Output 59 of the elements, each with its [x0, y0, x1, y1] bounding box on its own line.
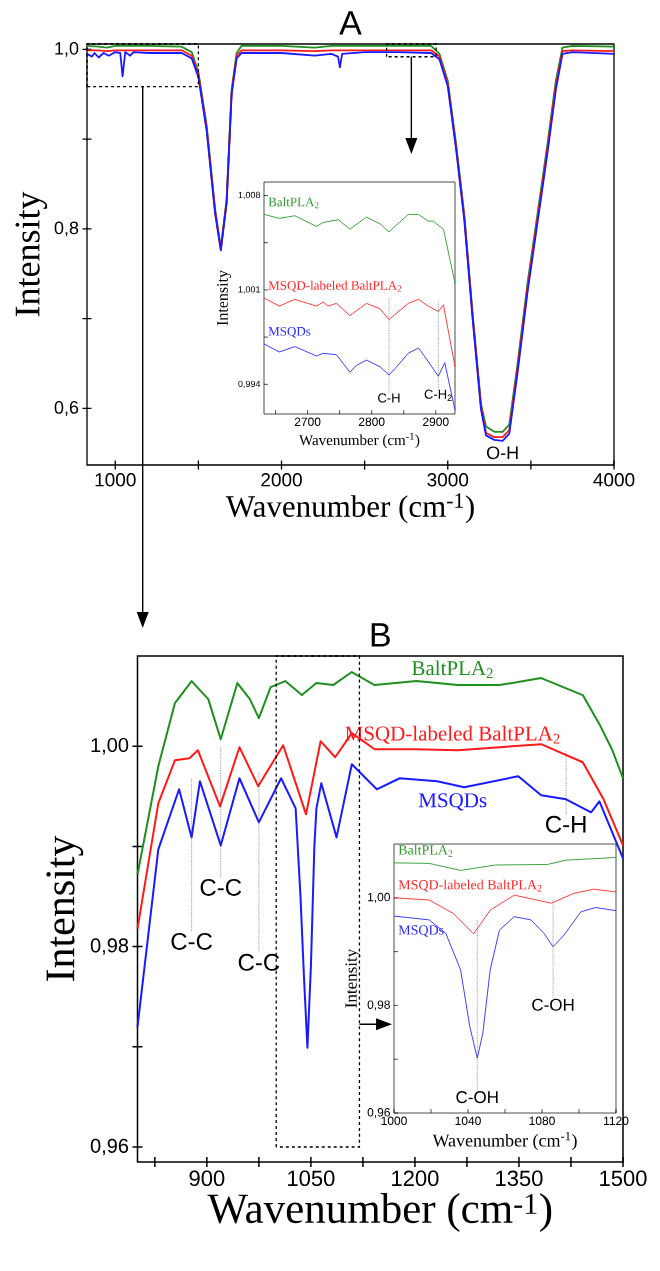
x-tick-label: 1500 [600, 1170, 647, 1187]
annotation: C-H [378, 393, 400, 403]
x-tick-label: 900 [189, 1170, 225, 1187]
annotation: C-C [238, 953, 280, 971]
y-axis-title: Intensity [217, 270, 232, 326]
y-tick-label: 0,8 [54, 221, 79, 237]
annotation: C-C [200, 878, 242, 896]
y-tick-label: 0,96 [367, 1108, 390, 1118]
series-label: MSQDs [418, 793, 487, 811]
chart-title: A [339, 11, 362, 35]
x-tick-label: 1050 [288, 1170, 335, 1187]
x-axis-title: Wavenumber (cm$^{-1}$) [225, 493, 474, 524]
y-tick-label: 1,00 [368, 892, 391, 903]
annotation: C-OH [456, 1091, 498, 1104]
line-series [393, 857, 617, 871]
series-label: MSQD-labeled BaltPLA$_{2}$ [398, 879, 542, 892]
y-axis-title: Intensity [15, 191, 48, 317]
line-series [263, 297, 456, 368]
y-tick-label: 1,008 [238, 191, 261, 200]
line-series [136, 763, 624, 1049]
x-tick-label: 1080 [529, 1116, 555, 1126]
y-axis-title: Intensity [345, 948, 361, 1008]
annotation: C-C [171, 932, 213, 950]
x-tick-label: 1000 [95, 473, 136, 487]
x-tick-label: 2800 [358, 417, 385, 427]
y-tick-label: 1,0 [55, 41, 79, 57]
y-tick-label: 0,994 [238, 380, 261, 389]
x-tick-label: 1000 [381, 1116, 407, 1126]
series-label: MSQD-labeled BaltPLA$_{2}$ [345, 725, 560, 744]
y-tick-label: 0,96 [90, 1138, 129, 1156]
x-axis-title: Wavenumber (cm$^{-1}$) [207, 1192, 552, 1232]
x-tick-label: 4000 [593, 473, 635, 487]
y-tick-label: 1,001 [238, 286, 261, 294]
y-tick-label: 0,6 [54, 401, 79, 416]
annotation: C-OH [532, 998, 574, 1011]
x-tick-label: 2700 [294, 417, 321, 427]
x-tick-label: 2000 [261, 473, 302, 487]
x-tick-label: 2900 [423, 417, 449, 427]
annotation: C-H$_{2}$ [424, 389, 452, 401]
x-tick-label: 3000 [427, 473, 469, 487]
x-axis-title: Wavenumber (cm$^{-1}$) [299, 432, 420, 449]
annotation: C-H [546, 815, 586, 833]
series-label: BaltPLA$_{2}$ [412, 660, 493, 679]
y-tick-label: 1,00 [91, 737, 129, 755]
x-tick-label: 1200 [392, 1170, 439, 1187]
x-axis-title: Wavenumber (cm$^{-1}$) [432, 1131, 577, 1151]
annotation: O-H [486, 446, 518, 460]
series-label: MSQDs [268, 326, 311, 338]
y-tick-label: 0,98 [90, 938, 129, 955]
line-series [263, 343, 456, 411]
x-tick-label: 1040 [455, 1116, 481, 1126]
series-label: MSQDs [398, 925, 444, 937]
y-tick-label: 0,98 [367, 1000, 390, 1011]
series-label: BaltPLA$_{2}$ [268, 197, 319, 209]
series-label: MSQD-labeled BaltPLA$_{2}$ [268, 280, 402, 292]
series-label: BaltPLA$_{2}$ [398, 844, 453, 857]
x-tick-label: 1350 [496, 1170, 543, 1187]
chart-title: B [371, 623, 390, 647]
y-axis-title: Intensity [46, 835, 84, 981]
